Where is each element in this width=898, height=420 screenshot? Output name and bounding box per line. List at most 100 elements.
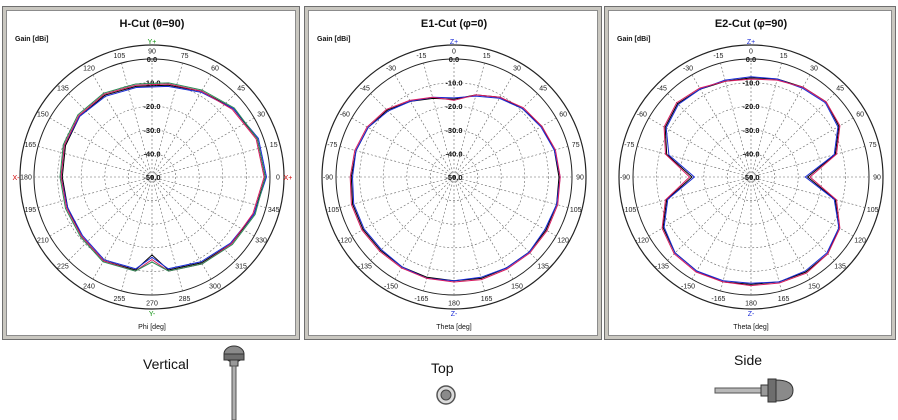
angle-tick-label: -105: [325, 207, 339, 214]
angle-tick-label: 135: [57, 85, 69, 92]
grid-ring: [57, 82, 247, 272]
grid-ring: [703, 129, 799, 225]
axis-marker-label: Y+: [148, 39, 157, 46]
series-line: [59, 82, 266, 272]
radial-tick-label: -50.0: [742, 173, 759, 182]
angle-tick-label: 165: [481, 296, 493, 303]
grid-spoke: [691, 176, 752, 280]
angle-tick-label: 90: [576, 175, 584, 182]
angle-tick-label: 15: [270, 142, 278, 149]
angle-tick-label: 75: [572, 142, 580, 149]
grid-spoke: [151, 146, 267, 178]
radial-tick-label: -40.0: [742, 149, 759, 158]
series-line: [349, 94, 561, 283]
angle-tick-label: -135: [358, 264, 372, 271]
e2-cut-panel: E2-Cut (φ=90) Gain [dBi] 0.0 -10.0 -20.0 -30.…: [604, 6, 896, 340]
radial-tick-label: -10.0: [445, 79, 462, 88]
chart-title: H-Cut (θ=90): [120, 18, 185, 30]
angle-tick-label: -30: [386, 65, 396, 72]
angle-tick-label: 285: [179, 296, 191, 303]
angle-tick-label: 30: [513, 65, 521, 72]
angle-tick-label: -150: [384, 284, 398, 291]
e1-cut-panel: E1-Cut (φ=0) Gain [dBi] 0.0 -10.0 -20.0 -30.0…: [304, 6, 602, 340]
angle-tick-label: 135: [537, 264, 549, 271]
angle-tick-label: 45: [836, 85, 844, 92]
gain-axis-label: Gain [dBi]: [617, 36, 650, 43]
axis-marker-label: X-: [13, 175, 21, 182]
antenna-vertical-icon: [223, 345, 245, 420]
grid-spoke: [370, 176, 455, 261]
grid-spoke: [339, 146, 455, 178]
angle-tick-label: 150: [37, 112, 49, 119]
angle-tick-label: -90: [323, 175, 333, 182]
h-cut-plot-area: H-Cut (θ=90) Gain [dBi] 0.0 -10.0 -20.0 -30.0…: [6, 10, 296, 336]
grid-ring: [382, 105, 526, 249]
radial-tick-label: -30.0: [143, 126, 160, 135]
grid-spoke: [151, 176, 255, 237]
angle-tick-label: 60: [559, 112, 567, 119]
radial-tick-label: 0.0: [746, 55, 756, 64]
radial-tick-label: -10.0: [742, 79, 759, 88]
grid-spoke: [37, 146, 153, 178]
grid-spoke: [339, 176, 455, 208]
grid-spoke: [121, 176, 153, 292]
angle-tick-label: -75: [624, 142, 634, 149]
angle-tick-label: 30: [257, 112, 265, 119]
angle-tick-label: 75: [181, 53, 189, 60]
grid-spoke: [68, 93, 153, 178]
radial-tick-label: -50.0: [143, 173, 160, 182]
angle-tick-label: -30: [683, 65, 693, 72]
angle-tick-label: 150: [511, 284, 523, 291]
grid-spoke: [750, 176, 811, 280]
angle-tick-label: 45: [539, 85, 547, 92]
grid-spoke: [636, 176, 752, 208]
series-line: [351, 95, 561, 282]
angle-tick-label: 60: [211, 65, 219, 72]
grid-ring: [430, 153, 478, 201]
angle-tick-label: 330: [255, 238, 267, 245]
angle-tick-label: -60: [340, 112, 350, 119]
angle-tick-label: 0: [749, 49, 753, 56]
outer-ring: [321, 44, 587, 310]
angle-tick-label: -105: [622, 207, 636, 214]
angle-tick-label: 300: [209, 284, 221, 291]
axis-marker-label: Z+: [450, 39, 458, 46]
angle-tick-label: 150: [808, 284, 820, 291]
grid-spoke: [151, 176, 183, 292]
angle-tick-label: -60: [637, 112, 647, 119]
grid-spoke: [423, 176, 455, 292]
e1-cut-plot-area: E1-Cut (φ=0) Gain [dBi] 0.0 -10.0 -20.0 -30.0…: [308, 10, 598, 336]
radial-tick-label: -30.0: [445, 126, 462, 135]
grid-spoke: [453, 93, 538, 178]
angle-tick-label: 15: [483, 53, 491, 60]
angle-tick-label: -120: [635, 238, 649, 245]
chart-title: E1-Cut (φ=0): [421, 18, 488, 30]
angle-tick-label: 120: [557, 238, 569, 245]
angle-tick-label: 180: [448, 301, 460, 308]
e2-cut-polar-chart: E2-Cut (φ=90) Gain [dBi] 0.0 -10.0 -20.0 -30.…: [617, 18, 884, 331]
angle-tick-label: 240: [83, 284, 95, 291]
radial-tick-label: 0.0: [449, 55, 459, 64]
angle-tick-label: 165: [778, 296, 790, 303]
grid-ring: [128, 153, 176, 201]
angle-tick-label: 0: [276, 175, 280, 182]
angle-tick-label: -165: [711, 296, 725, 303]
angle-tick-label: 90: [148, 49, 156, 56]
outer-ring: [618, 44, 884, 310]
axis-marker-label: X+: [284, 175, 293, 182]
angle-tick-label: 195: [24, 207, 36, 214]
axis-marker-label: Z-: [748, 311, 755, 318]
angle-axis-label: Phi [deg]: [138, 324, 166, 331]
angle-tick-label: -120: [338, 238, 352, 245]
series-line: [60, 85, 268, 270]
antenna-side-icon: [714, 378, 794, 403]
angle-tick-label: 345: [268, 207, 280, 214]
caption-top: Top: [431, 360, 454, 376]
grid-ring: [104, 129, 200, 225]
grid-spoke: [750, 176, 854, 237]
grid-spoke: [37, 176, 153, 208]
angle-tick-label: -165: [414, 296, 428, 303]
grid-spoke: [151, 176, 267, 208]
angle-tick-label: 60: [856, 112, 864, 119]
grid-spoke: [394, 176, 455, 280]
